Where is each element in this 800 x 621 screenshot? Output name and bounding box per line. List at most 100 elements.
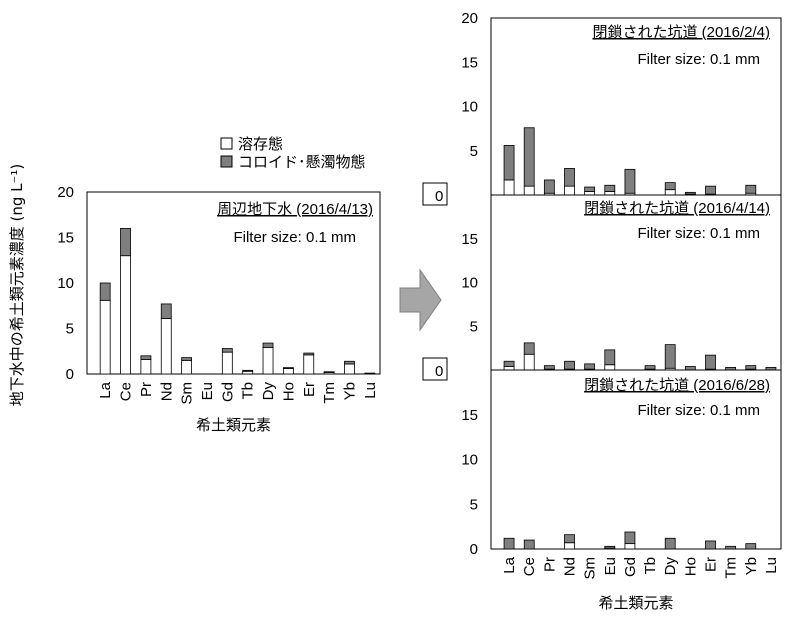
x-tick-label: Pr (541, 557, 558, 572)
panel-annotation: 周辺地下水 (2016/4/13) (217, 201, 373, 218)
plot-frame (86, 191, 381, 375)
x-tick-label: Eu (199, 382, 216, 400)
y-zero-box (422, 357, 448, 381)
filter-size-note: Filter size: 0.1 mm (637, 225, 760, 242)
x-tick-label: Lu (763, 557, 780, 574)
bar-dissolved-Yb (344, 363, 355, 375)
panel-annotation: 閉鎖された坑道 (2016/4/14) (584, 200, 770, 217)
bar-colloid-Er (705, 540, 716, 550)
bar-colloid-Nd (564, 168, 575, 187)
y-tick-label: 0 (435, 363, 443, 380)
bar-dissolved-Sm (584, 191, 596, 196)
y-tick-label: 10 (461, 452, 478, 469)
bar-dissolved-Nd (160, 318, 172, 375)
x-tick-label: Tm (723, 557, 740, 579)
bar-colloid-Sm (181, 357, 193, 361)
bar-colloid-Dy (664, 537, 676, 550)
panel-annotation: 閉鎖された坑道 (2016/6/28) (584, 377, 770, 394)
bar-dissolved-Gd (624, 543, 636, 550)
y-tick-label: 20 (57, 184, 74, 201)
x-tick-label: Er (301, 382, 318, 397)
chart-panel-3: 0 5 10 15 閉鎖された坑道 (2016/4/14) Filter size: 0.… (422, 194, 782, 381)
plot-frame (490, 369, 782, 550)
bar-colloid-Er (303, 352, 315, 356)
bar-dissolved-Ho (282, 368, 294, 375)
x-tick-label: Gd (219, 382, 236, 402)
bar-colloid-Yb (745, 543, 757, 550)
bar-dissolved-Sm (181, 359, 193, 375)
bar-dissolved-La (503, 366, 515, 371)
panel-annotation: 閉鎖された坑道 (2016/2/4) (592, 24, 770, 41)
y-tick-label: 0 (66, 366, 74, 383)
legend: 溶存態 コロイド･懸濁物態 (220, 135, 366, 171)
right-arrow-icon (399, 268, 442, 332)
bar-dissolved-La (99, 299, 111, 375)
x-tick-label: Er (703, 557, 720, 572)
y-tick-label: 15 (461, 407, 478, 424)
bar-colloid-Tm (323, 371, 335, 374)
bar-dissolved-Eu (604, 364, 616, 371)
bar-dissolved-Dy (664, 189, 676, 196)
y-tick-label: 5 (66, 321, 74, 338)
bar-colloid-Pr (543, 365, 555, 370)
bar-colloid-Ho (282, 367, 294, 369)
bar-colloid-Dy (262, 342, 274, 349)
filter-size-note: Filter size: 0.1 mm (233, 229, 356, 246)
bar-colloid-Eu (604, 349, 616, 366)
legend-swatch-colloid (220, 155, 233, 168)
bar-dissolved-Pr (140, 359, 152, 375)
bar-colloid-Gd (624, 168, 636, 194)
bar-colloid-Eu (604, 184, 616, 192)
bar-colloid-Sm (584, 186, 596, 192)
y-tick-label: 15 (461, 54, 478, 71)
bar-colloid-Er (705, 185, 716, 195)
bar-dissolved-Nd (564, 542, 575, 550)
bar-colloid-Er (705, 354, 716, 370)
bar-colloid-Eu (604, 545, 616, 549)
x-tick-label: La (501, 556, 518, 573)
y-tick-label: 15 (57, 230, 74, 247)
bar-colloid-Yb (344, 360, 355, 365)
x-tick-label: Ce (521, 557, 538, 576)
y-tick-label: 10 (461, 99, 478, 116)
x-tick-label: Tb (240, 382, 257, 400)
bar-dissolved-Gd (221, 351, 233, 375)
bar-colloid-Gd (624, 531, 636, 545)
x-tick-label: Sm (582, 557, 599, 580)
bar-dissolved-Ce (120, 255, 131, 375)
y-tick-label: 10 (57, 275, 74, 292)
y-tick-label: 15 (461, 231, 478, 248)
bar-colloid-Tm (725, 545, 737, 550)
bar-colloid-Gd (221, 348, 233, 353)
bar-dissolved-Ce (523, 353, 535, 371)
bar-colloid-Ce (523, 539, 535, 550)
bar-colloid-Nd (564, 360, 575, 370)
bar-colloid-Yb (745, 184, 757, 194)
bar-colloid-Dy (664, 182, 676, 191)
x-tick-label: Lu (362, 382, 379, 399)
x-tick-label: Yb (743, 557, 760, 575)
bar-colloid-Sm (584, 363, 596, 370)
bar-colloid-Ho (684, 366, 696, 371)
bar-colloid-Pr (543, 179, 555, 194)
x-tick-label: Yb (341, 382, 358, 400)
bar-colloid-Tb (644, 365, 656, 370)
filter-size-note: Filter size: 0.1 mm (637, 402, 760, 419)
x-tick-label: Eu (602, 557, 619, 575)
bar-colloid-La (99, 282, 111, 301)
x-tick-label: Tb (642, 557, 659, 575)
bar-colloid-Ce (523, 342, 535, 355)
bar-colloid-La (503, 360, 515, 367)
bar-dissolved-Eu (604, 191, 616, 196)
bar-colloid-Ce (523, 127, 535, 187)
bar-colloid-Ce (120, 227, 131, 257)
y-tick-label: 10 (461, 275, 478, 292)
y-tick-label: 5 (470, 496, 478, 513)
y-tick-label: 5 (470, 318, 478, 335)
x-tick-label: Tm (321, 382, 338, 404)
chart-panel-1: 0 5 10 15 20 La Ce Pr Nd Sm Eu Gd Tb Dy Ho Er Tm Yb Lu 周辺地下… (57, 184, 381, 434)
x-tick-label: Ho (280, 382, 297, 401)
y-zero-box (422, 182, 448, 206)
chart-panel-2: 0 5 10 15 20 閉鎖された坑道 (2016/2/4) Filter size: 0… (422, 10, 782, 206)
